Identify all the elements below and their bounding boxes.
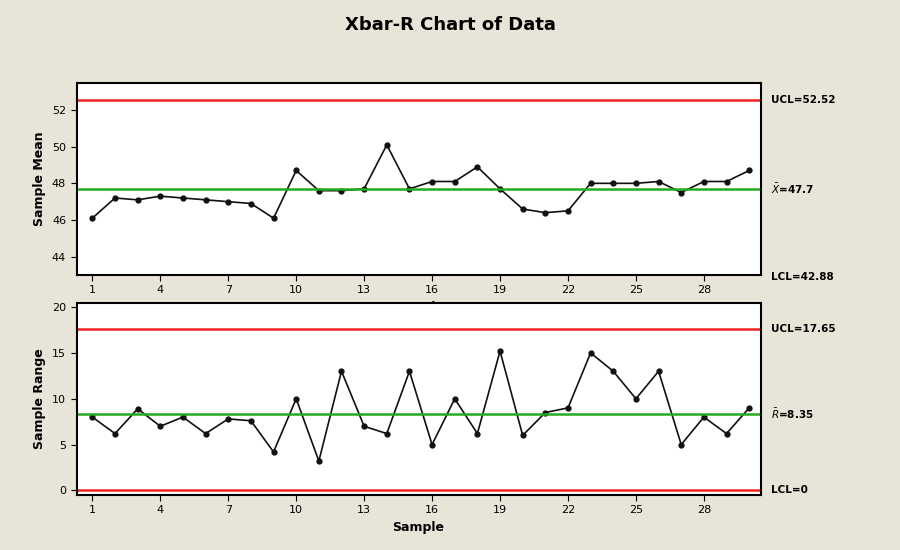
Text: LCL=42.88: LCL=42.88 [771,272,834,282]
Y-axis label: Sample Range: Sample Range [33,348,47,449]
X-axis label: Sample: Sample [392,521,445,534]
Text: LCL=0: LCL=0 [771,486,808,496]
Y-axis label: Sample Mean: Sample Mean [33,131,46,226]
Text: $\bar{X}$=47.7: $\bar{X}$=47.7 [771,182,814,196]
Text: Xbar-R Chart of Data: Xbar-R Chart of Data [345,16,555,35]
Text: UCL=17.65: UCL=17.65 [771,323,836,334]
X-axis label: Sample: Sample [392,301,445,314]
Text: $\bar{R}$=8.35: $\bar{R}$=8.35 [771,407,814,421]
Text: UCL=52.52: UCL=52.52 [771,96,836,106]
